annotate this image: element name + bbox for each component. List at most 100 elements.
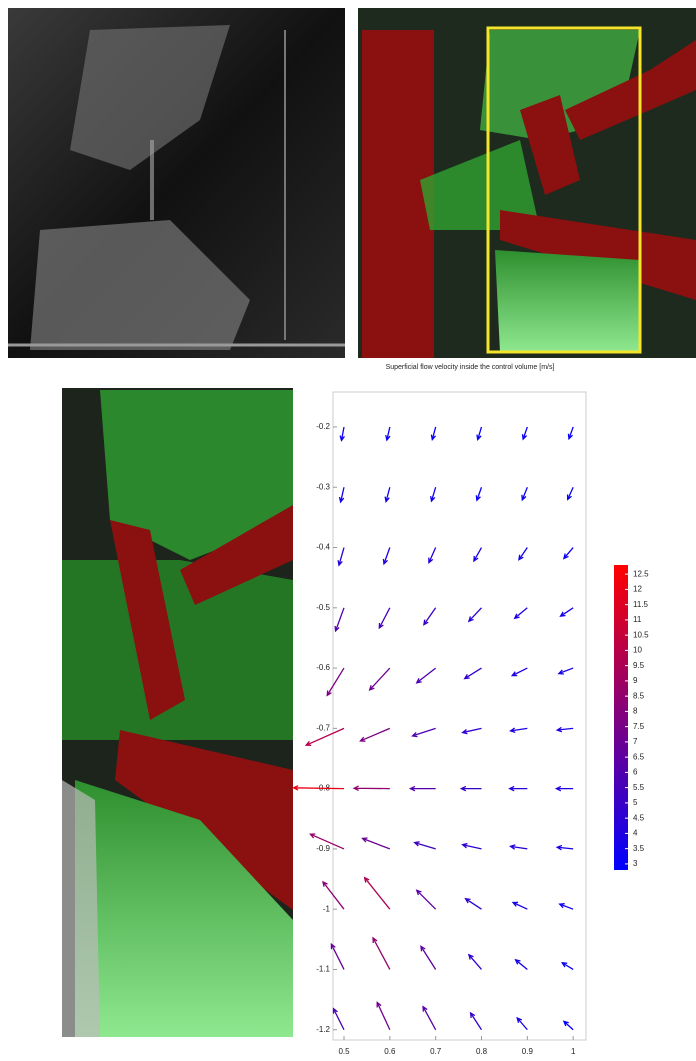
velocity-arrow	[430, 426, 437, 442]
velocity-arrow	[518, 547, 528, 561]
colorbar-tick-label: 5	[633, 798, 638, 807]
velocity-arrow	[467, 953, 482, 970]
velocity-arrow	[368, 667, 391, 692]
x-tick-label: 0.8	[476, 1047, 488, 1056]
velocity-arrow	[560, 961, 574, 971]
velocity-arrow	[461, 842, 482, 850]
piv-zoom-photo	[62, 388, 293, 1037]
velocity-arrow	[422, 1005, 437, 1031]
velocity-arrow	[555, 726, 574, 733]
velocity-arrow	[514, 958, 528, 970]
x-tick-label: 0.5	[338, 1047, 350, 1056]
y-tick-label: -0.2	[316, 422, 330, 431]
velocity-arrow	[562, 547, 574, 560]
colorbar-tick-label: 4.5	[633, 813, 645, 822]
velocity-arrow	[473, 547, 483, 563]
velocity-arrow	[511, 901, 528, 910]
velocity-arrow	[382, 547, 391, 566]
colorbar-tick-label: 9.5	[633, 661, 645, 670]
y-tick-label: -0.4	[316, 543, 330, 552]
velocity-arrow	[304, 727, 345, 746]
velocity-arrow	[363, 876, 391, 910]
x-tick-label: 0.7	[430, 1047, 442, 1056]
chart-title: Superficial flow velocity inside the con…	[386, 364, 555, 371]
colorbar-tick-label: 9	[633, 676, 638, 685]
velocity-arrow	[559, 607, 574, 618]
raw-photo	[8, 8, 345, 358]
colorbar-tick-label: 11	[633, 615, 642, 624]
colorbar-tick-label: 10	[633, 646, 642, 655]
y-tick-label: -0.9	[316, 844, 330, 853]
velocity-arrow	[376, 1001, 391, 1031]
velocity-arrow	[338, 487, 345, 504]
velocity-arrow	[509, 844, 528, 850]
velocity-arrow	[430, 487, 437, 503]
piv-overlay-photo	[358, 8, 696, 358]
velocity-arrow	[510, 667, 528, 677]
velocity-arrow	[385, 426, 391, 442]
velocity-arrow	[467, 607, 482, 623]
y-tick-label: -1.2	[316, 1025, 330, 1034]
velocity-arrow	[509, 727, 528, 733]
velocity-arrow	[463, 667, 482, 680]
x-tick-label: 0.6	[384, 1047, 396, 1056]
velocity-arrow	[359, 727, 391, 742]
velocity-arrow	[475, 487, 483, 502]
velocity-arrow	[384, 487, 391, 503]
velocity-arrow	[330, 942, 345, 970]
colorbar-tick-label: 12	[633, 585, 642, 594]
x-tick-label: 1	[571, 1047, 576, 1056]
velocity-arrow	[476, 426, 483, 441]
velocity-arrow	[566, 486, 574, 501]
velocity-arrow	[555, 844, 574, 851]
colorbar-tick-label: 8.5	[633, 691, 645, 700]
velocity-arrow	[558, 903, 574, 910]
velocity-arrow	[461, 727, 482, 735]
colorbar-tick-label: 3	[633, 859, 638, 868]
velocity-arrow	[562, 1020, 574, 1031]
plot-area	[332, 391, 587, 1041]
velocity-arrow	[423, 607, 437, 626]
velocity-arrow	[469, 1011, 483, 1031]
velocity-arrow	[516, 1016, 528, 1031]
velocity-arrow	[567, 426, 574, 441]
velocity-arrow	[464, 897, 482, 910]
velocity-arrow	[378, 607, 391, 630]
x-tick-label: 0.9	[522, 1047, 534, 1056]
velocity-arrow	[420, 945, 437, 970]
colorbar-tick-label: 5.5	[633, 783, 645, 792]
colorbar-tick-label: 7	[633, 737, 638, 746]
velocity-arrow	[339, 426, 345, 442]
velocity-arrow	[309, 833, 345, 850]
y-tick-label: -0.6	[316, 663, 330, 672]
y-tick-label: -0.7	[316, 723, 330, 732]
velocity-arrow	[415, 667, 437, 684]
colorbar-tick-label: 4	[633, 829, 638, 838]
velocity-arrow	[513, 607, 528, 620]
colorbar-tick-label: 6	[633, 768, 638, 777]
velocity-arrow	[332, 1007, 345, 1031]
colorbar-tick-label: 7.5	[633, 722, 645, 731]
velocity-arrow	[334, 607, 345, 633]
colorbar-tick-label: 12.5	[633, 569, 649, 578]
velocity-arrow	[521, 486, 528, 502]
velocity-arrow	[428, 547, 437, 565]
y-tick-label: -1.1	[316, 965, 330, 974]
y-tick-label: -1	[323, 904, 331, 913]
velocity-arrow	[521, 426, 528, 441]
colorbar-tick-label: 11.5	[633, 600, 649, 609]
velocity-arrow	[413, 841, 436, 850]
velocity-arrow	[322, 880, 345, 910]
velocity-arrow	[372, 936, 391, 970]
velocity-arrow	[459, 785, 482, 792]
colorbar-tick-label: 6.5	[633, 752, 645, 761]
velocity-arrow	[411, 727, 436, 738]
velocity-arrow	[415, 889, 437, 910]
velocity-arrow	[508, 785, 528, 792]
velocity-arrow	[557, 667, 574, 675]
velocity-arrow	[361, 837, 391, 850]
velocity-arrow	[352, 785, 390, 792]
velocity-arrow	[292, 785, 345, 791]
velocity-arrow	[554, 785, 574, 792]
velocity-arrow	[337, 547, 345, 567]
